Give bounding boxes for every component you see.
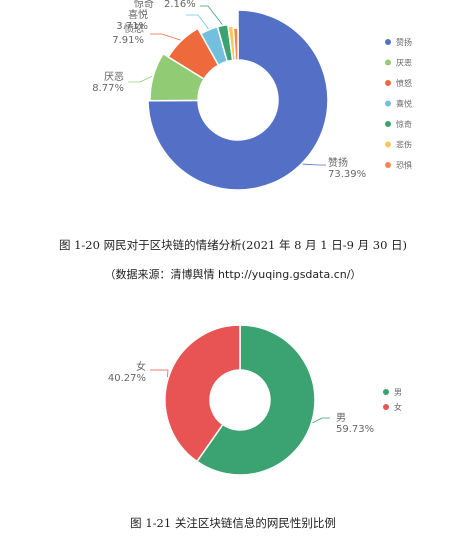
slice-value-label: 3.71% <box>116 21 148 32</box>
legend-marker <box>385 39 391 45</box>
slice-value-label: 59.73% <box>336 424 374 435</box>
slice-name-label: 男 <box>336 412 346 424</box>
slice-男 <box>195 324 316 476</box>
slice-name-label: 喜悦 <box>128 8 148 21</box>
legend-label: 愤怒 <box>396 78 412 88</box>
legend-label: 惊奇 <box>396 119 412 129</box>
leader-line-赞扬 <box>302 163 326 166</box>
leader-line-愤怒 <box>150 33 181 41</box>
slice-value-label: 7.91% <box>112 35 144 46</box>
legend-marker <box>383 389 389 395</box>
legend-marker <box>385 141 391 148</box>
slice-value-label: 8.77% <box>92 83 124 94</box>
gender-donut-chart: 男59.73%女40.27%男女 <box>108 324 402 476</box>
slice-value-label: 73.39% <box>328 169 366 180</box>
leader-line-女 <box>150 369 169 378</box>
slice-赞扬 <box>147 9 329 191</box>
legend-label: 厌恶 <box>396 59 412 68</box>
slice-厌恶 <box>149 52 205 102</box>
legend-label: 男 <box>394 388 402 397</box>
slice-value-label: 2.16% <box>164 0 196 10</box>
chart1-source: （数据来源：清博舆情 http://yuqing.gsdata.cn/） <box>104 268 362 281</box>
slice-女 <box>164 324 241 463</box>
legend-label: 喜悦 <box>396 99 412 109</box>
slice-name-label: 愤怒 <box>124 22 144 35</box>
chart1-caption: 图 1-20 网民对于区块链的情绪分析(2021 年 8 月 1 日-9 月 3… <box>58 238 408 252</box>
legend-marker <box>385 162 391 168</box>
slice-name-label: 厌恶 <box>104 71 124 83</box>
slice-恐惧 <box>232 27 239 61</box>
leader-line-厌恶 <box>128 75 153 83</box>
legend-label: 女 <box>394 402 402 412</box>
slice-value-label: 40.27% <box>108 373 146 384</box>
slice-愤怒 <box>167 27 220 81</box>
leader-line-惊奇 <box>200 5 223 25</box>
legend-label: 恐惧 <box>396 160 412 170</box>
legend-marker <box>385 80 391 86</box>
slice-name-label: 惊奇 <box>134 0 154 10</box>
legend-label: 赞扬 <box>396 37 412 47</box>
legend-marker <box>383 404 389 410</box>
slice-name-label: 女 <box>136 360 146 373</box>
legend-marker <box>385 59 391 66</box>
slice-name-label: 赞扬 <box>328 156 348 169</box>
leader-line-男 <box>312 417 330 424</box>
legend-marker <box>385 100 391 107</box>
legend-label: 悲伤 <box>396 140 412 150</box>
chart2-caption: 图 1-21 关注区块链信息的网民性别比例 <box>130 516 336 530</box>
legend-marker <box>385 121 391 127</box>
leader-line-喜悦 <box>186 14 209 30</box>
